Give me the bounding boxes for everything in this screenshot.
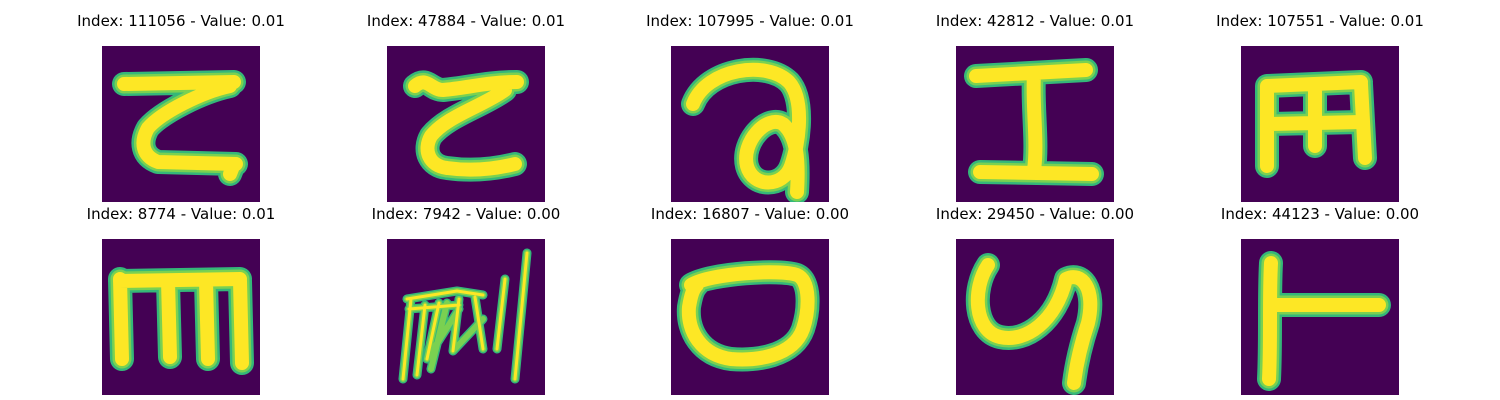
panel-9: Index: 29450 - Value: 0.00	[936, 205, 1134, 395]
glyph-image-scribble-shape	[387, 239, 545, 395]
glyph-image-y-shape	[956, 239, 1114, 395]
glyph-i-beam-shape	[956, 46, 1114, 202]
glyph-scribble-shape	[387, 239, 545, 395]
glyph-image-o-shape	[671, 239, 829, 395]
panel-5: Index: 107551 - Value: 0.01	[1216, 12, 1424, 202]
panel-title: Index: 44123 - Value: 0.00	[1220, 205, 1420, 223]
glyph-m-comb-shape	[1241, 46, 1399, 202]
glyph-image-loop-a-shape	[671, 46, 829, 202]
panel-2: Index: 47884 - Value: 0.01	[367, 12, 565, 202]
panel-title: Index: 7942 - Value: 0.00	[371, 205, 561, 223]
panel-6: Index: 8774 - Value: 0.01	[87, 205, 275, 395]
panel-title: Index: 8774 - Value: 0.01	[86, 205, 276, 223]
glyph-image-curly-z-shape	[387, 46, 545, 202]
glyph-y-shape	[956, 239, 1114, 395]
glyph-o-shape	[671, 239, 829, 395]
glyph-image-m-shape	[102, 239, 260, 395]
panel-7: Index: 7942 - Value: 0.00	[372, 205, 560, 395]
panel-title: Index: 42812 - Value: 0.01	[935, 12, 1135, 30]
glyph-image-i-beam-shape	[956, 46, 1114, 202]
panel-3: Index: 107995 - Value: 0.01	[646, 12, 854, 202]
glyph-t-shape	[1241, 239, 1399, 395]
glyph-image-m-comb-shape	[1241, 46, 1399, 202]
panel-10: Index: 44123 - Value: 0.00	[1221, 205, 1419, 395]
glyph-curly-z-shape	[387, 46, 545, 202]
glyph-z-shape	[102, 46, 260, 202]
panel-4: Index: 42812 - Value: 0.01	[936, 12, 1134, 202]
panel-title: Index: 107995 - Value: 0.01	[646, 12, 854, 30]
panel-title: Index: 47884 - Value: 0.01	[366, 12, 566, 30]
glyph-m-shape	[102, 239, 260, 395]
panel-title: Index: 29450 - Value: 0.00	[935, 205, 1135, 223]
panel-8: Index: 16807 - Value: 0.00	[651, 205, 849, 395]
glyph-loop-a-shape	[671, 46, 829, 202]
glyph-image-z-shape	[102, 46, 260, 202]
panel-title: Index: 111056 - Value: 0.01	[77, 12, 285, 30]
panel-title: Index: 107551 - Value: 0.01	[1216, 12, 1424, 30]
panel-1: Index: 111056 - Value: 0.01	[77, 12, 285, 202]
panel-title: Index: 16807 - Value: 0.00	[650, 205, 850, 223]
glyph-image-t-shape	[1241, 239, 1399, 395]
